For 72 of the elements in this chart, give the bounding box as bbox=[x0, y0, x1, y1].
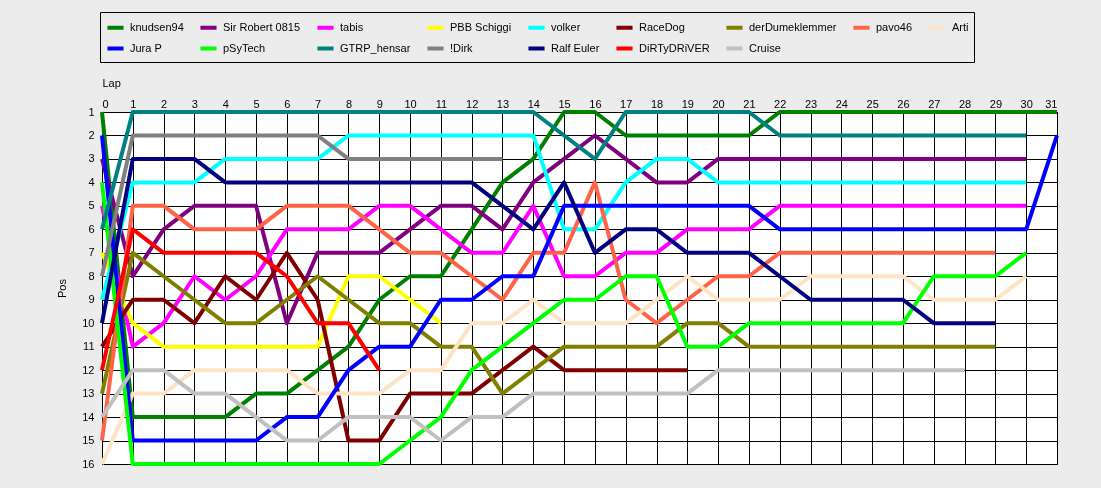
y-tick-label: 8 bbox=[88, 269, 95, 282]
y-tick-label: 11 bbox=[83, 340, 95, 353]
legend-label: DiRTyDRiVER bbox=[639, 41, 710, 54]
legend-label: Ralf Euler bbox=[551, 41, 600, 54]
y-axis-title: Pos bbox=[56, 278, 69, 298]
y-tick-label: 2 bbox=[88, 128, 95, 141]
x-tick-label: 30 bbox=[1020, 97, 1033, 110]
x-tick-label: 2 bbox=[161, 97, 168, 110]
x-tick-label: 28 bbox=[958, 97, 972, 110]
y-tick-label: 13 bbox=[82, 387, 95, 400]
x-tick-label: 25 bbox=[866, 97, 879, 110]
x-tick-label: 17 bbox=[620, 97, 633, 110]
line-series bbox=[100, 274, 1029, 466]
y-tick-label: 16 bbox=[82, 457, 95, 470]
legend-label: pSyTech bbox=[223, 41, 266, 54]
x-tick-label: 12 bbox=[466, 97, 479, 110]
legend-label: !Dirk bbox=[450, 41, 474, 54]
legend-label: PBB Schiggi bbox=[450, 20, 512, 33]
x-tick-label: 10 bbox=[404, 97, 417, 110]
legend-label: GTRP_hensar bbox=[340, 41, 411, 54]
legend-label: pavo46 bbox=[876, 20, 913, 33]
x-tick-label: 23 bbox=[804, 97, 818, 110]
x-tick-label: 9 bbox=[376, 97, 383, 110]
y-tick-label: 14 bbox=[82, 410, 95, 423]
x-tick-label: 13 bbox=[496, 97, 510, 110]
x-tick-label: 24 bbox=[835, 97, 848, 110]
x-tick-label: 20 bbox=[712, 97, 725, 110]
y-tick-label: 5 bbox=[88, 199, 95, 212]
x-tick-label: 19 bbox=[681, 97, 694, 110]
y-tick-label: 6 bbox=[88, 222, 95, 235]
line-series bbox=[100, 110, 1029, 232]
line-series bbox=[100, 250, 998, 396]
x-tick-label: 15 bbox=[558, 97, 571, 110]
legend-label: RaceDog bbox=[639, 20, 685, 33]
legend-label: tabis bbox=[340, 20, 364, 33]
x-tick-label: 14 bbox=[527, 97, 540, 110]
y-tick-label: 7 bbox=[88, 246, 95, 259]
legend-label: knudsen94 bbox=[130, 20, 184, 33]
legend-label: Sir Robert 0815 bbox=[223, 20, 301, 33]
legend-label: Arti bbox=[952, 20, 969, 33]
x-tick-label: 21 bbox=[743, 97, 756, 110]
legend-label: Cruise bbox=[749, 41, 781, 54]
x-tick-label: 26 bbox=[897, 97, 910, 110]
x-tick-label: 8 bbox=[345, 97, 353, 110]
x-tick-label: 1 bbox=[130, 97, 137, 110]
y-tick-label: 9 bbox=[88, 293, 95, 306]
y-tick-label: 4 bbox=[88, 175, 95, 188]
line-series bbox=[100, 368, 967, 443]
legend-label: volker bbox=[551, 20, 581, 33]
legend-label: derDumeklemmer bbox=[749, 20, 837, 33]
line-series bbox=[100, 250, 690, 443]
x-tick-label: 27 bbox=[928, 97, 941, 110]
x-tick-label: 11 bbox=[435, 97, 448, 110]
x-tick-label: 29 bbox=[989, 97, 1003, 110]
y-tick-label: 12 bbox=[82, 363, 95, 376]
x-tick-label: 5 bbox=[253, 97, 260, 110]
y-tick-label: 15 bbox=[82, 434, 95, 447]
legend-label: Jura P bbox=[130, 41, 162, 54]
y-tick-label: 3 bbox=[88, 152, 95, 165]
x-tick-label: 3 bbox=[191, 97, 198, 110]
x-tick-label: 0 bbox=[102, 97, 109, 110]
y-tick-label: 10 bbox=[82, 316, 95, 329]
x-tick-label: 16 bbox=[589, 97, 602, 110]
x-tick-label: 7 bbox=[315, 97, 322, 110]
x-tick-label: 18 bbox=[650, 97, 664, 110]
x-axis-title: Lap bbox=[102, 76, 121, 89]
line-series bbox=[100, 227, 382, 373]
x-tick-label: 6 bbox=[284, 97, 291, 110]
x-tick-label: 31 bbox=[1045, 97, 1058, 110]
y-tick-label: 1 bbox=[88, 105, 95, 118]
x-tick-label: 22 bbox=[774, 97, 787, 110]
x-tick-label: 4 bbox=[222, 97, 229, 110]
